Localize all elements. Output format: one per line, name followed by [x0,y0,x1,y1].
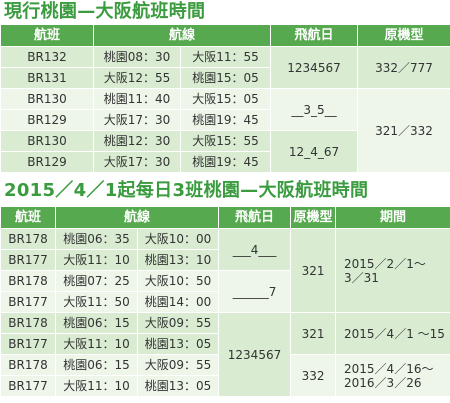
header-row: 航班 航線 飛航日 原機型 期間 [0,206,450,229]
aircraft-type-cell: 332／777 [357,46,450,89]
table-row: BR177 大阪11：10 桃園13：10 [0,249,450,271]
arrival-cell: 大阪10：50 [136,270,220,292]
flight-number-cell: BR177 [0,375,56,397]
flight-number-cell: BR129 [0,109,94,131]
operating-days-cell: 12_4_67 [270,130,359,173]
flight-number-cell: BR130 [0,88,94,110]
arrival-cell: 桃園19：45 [179,151,272,173]
header-days: 飛航日 [270,24,359,47]
period-start: 2015／4／1 ～15 [344,326,445,341]
departure-cell: 桃園08：30 [93,46,181,68]
header-flight: 航班 [0,24,94,47]
arrival-cell: 大阪11：55 [179,46,272,68]
section-title-current-schedule: 現行桃園—大阪航班時間 [4,1,206,22]
departure-cell: 大阪11：50 [55,291,138,313]
header-aircraft: 原機型 [357,24,450,47]
flight-number-cell: BR177 [0,291,56,313]
departure-cell: 桃園06：15 [55,312,138,334]
departure-cell: 大阪12：55 [93,67,181,89]
departure-cell: 大阪17：30 [93,109,181,131]
arrival-cell: 大阪09：55 [136,354,220,376]
arrival-cell: 桃園13：10 [136,249,220,271]
flight-number-cell: BR130 [0,130,94,152]
flight-number-cell: BR178 [0,228,56,250]
flight-number-cell: BR178 [0,354,56,376]
period-start: 2015／2／1～ [344,256,426,271]
operating-days-cell: 1234567 [270,46,359,89]
departure-cell: 桃園11：40 [93,88,181,110]
departure-cell: 桃園07：25 [55,270,138,292]
arrival-cell: 桃園14：00 [136,291,220,313]
header-aircraft: 原機型 [290,206,337,229]
arrival-cell: 桃園13：05 [136,333,220,355]
arrival-cell: 大阪15：55 [179,130,272,152]
table-row: BR132 桃園08：30 大阪11：55 1234567 332／777 [0,46,450,89]
header-days: 飛航日 [218,206,292,229]
header-period: 期間 [335,206,450,229]
period-cell: 2015／4／16～ 2016／3／26 [335,354,450,397]
table-row: BR177 大阪11：10 桃園13：05 [0,333,450,355]
flight-number-cell: BR129 [0,151,94,173]
departure-cell: 桃園06：35 [55,228,138,250]
table-row: BR130 桃園11：40 大阪15：05 __3_5__ 321／332 [0,88,450,173]
departure-cell: 大阪11：10 [55,249,138,271]
period-cell: 2015／2／1～ 3／31 [335,228,450,313]
header-row: 航班 航線 飛航日 原機型 [0,24,450,47]
arrival-cell: 桃園19：45 [179,109,272,131]
table-row: BR177 大阪11：10 桃園13：05 [0,375,450,397]
arrival-cell: 桃園15：05 [179,67,272,89]
aircraft-type-cell: 321 [290,312,337,355]
table-row: BR129 大阪17：30 桃園19：45 [0,109,450,131]
operating-days-cell: __3_5__ [270,88,359,131]
flight-number-cell: BR178 [0,312,56,334]
departure-cell: 桃園12：30 [93,130,181,152]
arrival-cell: 大阪15：05 [179,88,272,110]
period-end: 2016／3／26 [344,375,422,390]
header-route: 航線 [92,24,272,47]
table-row: BR129 大阪17：30 桃園19：45 [0,151,450,173]
header-flight: 航班 [0,206,56,229]
header-route: 航線 [54,206,220,229]
section-title-new-schedule: 2015／4／1起每日3班桃園—大阪航班時間 [4,180,369,201]
aircraft-type-cell: 321 [290,228,337,313]
operating-days-cell: 1234567 [218,312,292,397]
period-start: 2015／4／16～ [344,361,434,376]
departure-cell: 大阪11：10 [55,333,138,355]
arrival-cell: 大阪09：55 [136,312,220,334]
current-schedule-table: 航班 航線 飛航日 原機型 BR132 桃園08：30 大阪11：55 1234… [0,24,450,173]
period-end: 3／31 [344,270,379,285]
flight-number-cell: BR131 [0,67,94,89]
departure-cell: 桃園06：15 [55,354,138,376]
table-row: BR178 桃園06：15 大阪09：55 1234567 321 2015／4… [0,312,450,397]
aircraft-type-cell: 321／332 [357,88,450,173]
flight-number-cell: BR178 [0,270,56,292]
new-schedule-table: 航班 航線 飛航日 原機型 期間 BR178 桃園06：35 大阪10：00 _… [0,206,450,397]
operating-days-cell: ___4___ [218,228,292,271]
flight-number-cell: BR177 [0,333,56,355]
arrival-cell: 桃園13：05 [136,375,220,397]
aircraft-type-cell: 332 [290,354,337,397]
table-row: BR178 桃園06：15 大阪09：55 332 2015／4／16～ 201… [0,354,450,397]
flight-number-cell: BR132 [0,46,94,68]
departure-cell: 大阪11：10 [55,375,138,397]
table-row: BR131 大阪12：55 桃園15：05 [0,67,450,89]
arrival-cell: 大阪10：00 [136,228,220,250]
period-cell: 2015／4／1 ～15 [335,312,450,355]
departure-cell: 大阪17：30 [93,151,181,173]
operating-days-cell: ______7 [218,270,292,313]
table-row: BR178 桃園06：35 大阪10：00 ___4___ 321 2015／2… [0,228,450,313]
flight-number-cell: BR177 [0,249,56,271]
